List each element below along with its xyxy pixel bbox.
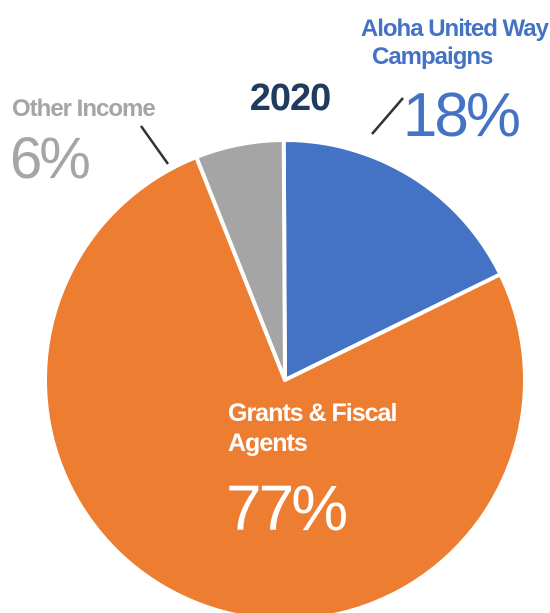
- pie-slices: [43, 137, 527, 613]
- label-aloha-line2: Campaigns: [372, 43, 493, 70]
- label-other: Other Income: [12, 95, 155, 122]
- chart-title: 2020: [250, 77, 331, 119]
- pie-slice-aloha-united-way-campaigns: [281, 137, 503, 382]
- label-aloha-line1: Aloha United Way: [361, 15, 550, 42]
- label-grants-line2: Agents: [228, 429, 307, 457]
- leader-line-aloha: [371, 97, 404, 135]
- value-label-aloha: 18%: [403, 81, 519, 150]
- value-label-other: 6%: [10, 126, 89, 191]
- label-grants-line1: Grants & Fiscal: [228, 399, 396, 427]
- pie-slice-other-income: [194, 138, 287, 382]
- leader-line-other: [139, 125, 170, 165]
- pie-slice-grants-fiscal-agents: [43, 154, 527, 613]
- value-label-grants: 77%: [226, 472, 346, 544]
